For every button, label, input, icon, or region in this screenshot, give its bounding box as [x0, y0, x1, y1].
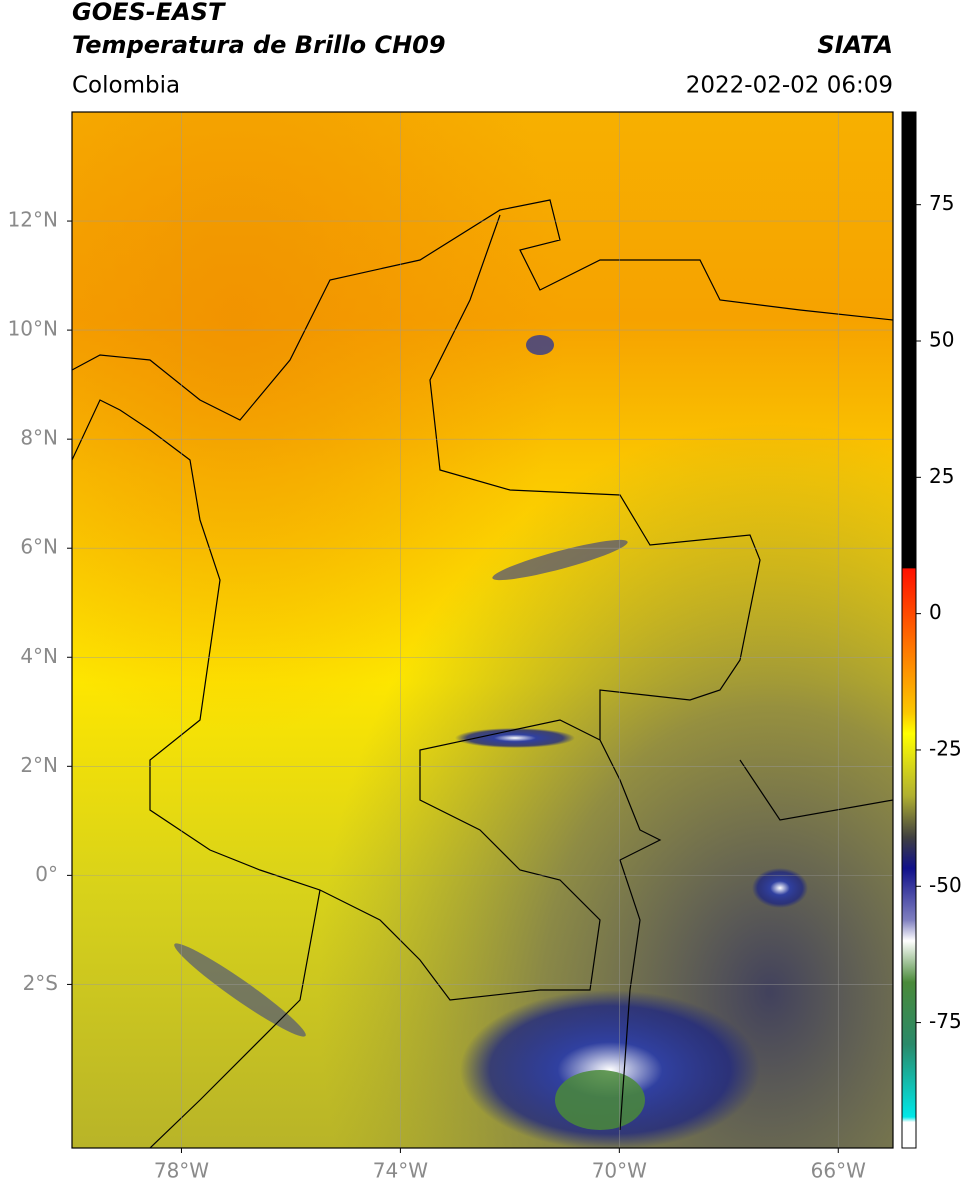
cloud [752, 868, 808, 908]
colorbar-tick-label: 75 [929, 191, 954, 215]
map-image [72, 112, 893, 1148]
title: GOES-EAST [72, 0, 226, 26]
cloud-core [555, 1070, 645, 1130]
cloud [492, 539, 628, 581]
lon-tick-label: 78°W [154, 1159, 209, 1183]
lat-tick-label: 4°N [20, 644, 58, 668]
lat-tick-label: 10°N [8, 317, 58, 341]
region: Colombia [72, 73, 180, 99]
lon-tick-label: 74°W [373, 1159, 428, 1183]
colorbar-tick-label: 50 [929, 328, 954, 352]
graticule [72, 112, 893, 1148]
lon-tick-label: 70°W [592, 1159, 647, 1183]
lat-tick-label: 6°N [20, 535, 58, 559]
cloud [460, 990, 760, 1148]
lat-tick-label: 2°S [23, 971, 58, 995]
lon-tick-label: 66°W [811, 1159, 866, 1183]
cloud [526, 335, 554, 355]
lat-tick-label: 12°N [8, 208, 58, 232]
borders [72, 199, 893, 1148]
map-frame [71, 111, 894, 1149]
map-cold-zone [72, 112, 893, 1148]
datetime: 2022-02-02 06:09 [686, 73, 893, 99]
colorbar-tick-label: -25 [929, 736, 962, 760]
subtitle: Temperatura de Brillo CH09 [72, 31, 446, 59]
source: SIATA [817, 31, 893, 59]
lat-tick-label: 2°N [20, 753, 58, 777]
colorbar-tick-label: -75 [929, 1009, 962, 1033]
colorbar-tick-label: 25 [929, 464, 954, 488]
lat-tick-label: 8°N [20, 426, 58, 450]
colorbar-tick-label: 0 [929, 600, 942, 624]
lat-tick-label: 0° [35, 862, 58, 886]
cloud [174, 943, 306, 1037]
cloud [455, 728, 575, 748]
colorbar-tick-label: -50 [929, 873, 962, 897]
colorbar [901, 111, 917, 1149]
